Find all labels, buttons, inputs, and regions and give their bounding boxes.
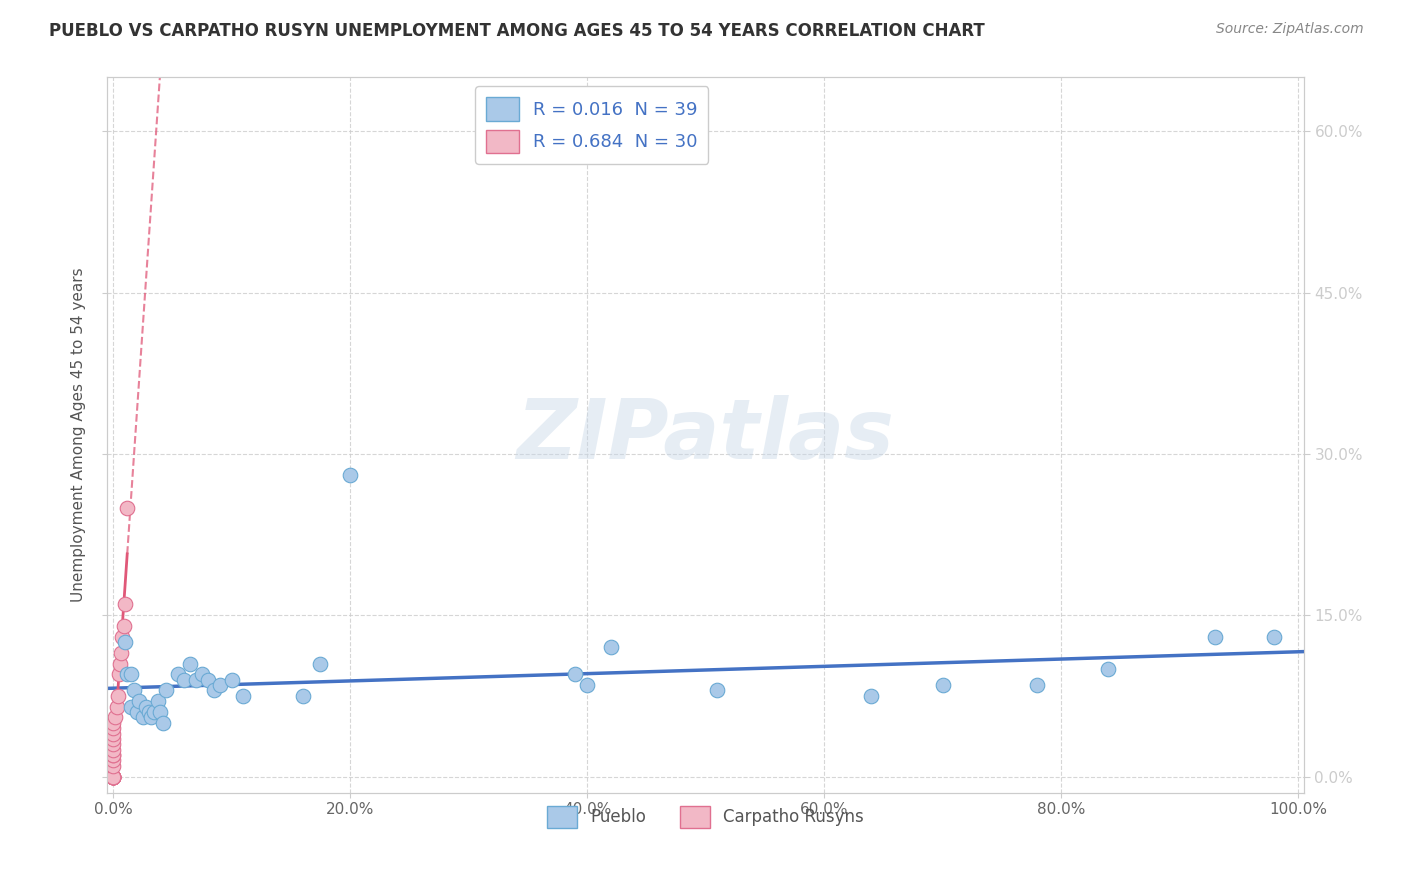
- Carpatho Rusyns: [114, 598, 136, 612]
- Pueblo: [860, 689, 883, 703]
- Pueblo: [173, 673, 195, 687]
- Carpatho Rusyns: [101, 770, 124, 784]
- Text: PUEBLO VS CARPATHO RUSYN UNEMPLOYMENT AMONG AGES 45 TO 54 YEARS CORRELATION CHAR: PUEBLO VS CARPATHO RUSYN UNEMPLOYMENT AM…: [49, 22, 986, 40]
- Carpatho Rusyns: [101, 770, 124, 784]
- Pueblo: [706, 683, 728, 698]
- Carpatho Rusyns: [107, 689, 129, 703]
- Carpatho Rusyns: [108, 657, 131, 671]
- Pueblo: [232, 689, 254, 703]
- Carpatho Rusyns: [101, 742, 124, 756]
- Carpatho Rusyns: [101, 770, 124, 784]
- Carpatho Rusyns: [101, 770, 124, 784]
- Pueblo: [152, 715, 174, 730]
- Pueblo: [115, 667, 138, 681]
- Pueblo: [179, 657, 201, 671]
- Pueblo: [197, 673, 219, 687]
- Pueblo: [128, 694, 150, 708]
- Y-axis label: Unemployment Among Ages 45 to 54 years: Unemployment Among Ages 45 to 54 years: [72, 268, 86, 602]
- Carpatho Rusyns: [101, 770, 124, 784]
- Pueblo: [1097, 662, 1119, 676]
- Pueblo: [124, 683, 146, 698]
- Legend: Pueblo, Carpatho Rusyns: Pueblo, Carpatho Rusyns: [540, 799, 870, 834]
- Pueblo: [202, 683, 225, 698]
- Carpatho Rusyns: [101, 758, 124, 772]
- Carpatho Rusyns: [115, 500, 138, 515]
- Pueblo: [143, 705, 166, 719]
- Carpatho Rusyns: [101, 737, 124, 751]
- Pueblo: [1263, 630, 1285, 644]
- Pueblo: [120, 667, 142, 681]
- Carpatho Rusyns: [101, 770, 124, 784]
- Pueblo: [138, 705, 160, 719]
- Pueblo: [191, 667, 214, 681]
- Pueblo: [339, 468, 361, 483]
- Carpatho Rusyns: [101, 726, 124, 740]
- Carpatho Rusyns: [108, 667, 131, 681]
- Carpatho Rusyns: [101, 770, 124, 784]
- Pueblo: [146, 694, 169, 708]
- Carpatho Rusyns: [101, 747, 124, 762]
- Pueblo: [155, 683, 177, 698]
- Carpatho Rusyns: [101, 753, 124, 767]
- Carpatho Rusyns: [101, 747, 124, 762]
- Pueblo: [564, 667, 586, 681]
- Pueblo: [135, 699, 157, 714]
- Pueblo: [120, 699, 142, 714]
- Pueblo: [599, 640, 621, 655]
- Carpatho Rusyns: [112, 619, 135, 633]
- Pueblo: [139, 710, 162, 724]
- Carpatho Rusyns: [101, 770, 124, 784]
- Pueblo: [1026, 678, 1049, 692]
- Carpatho Rusyns: [101, 715, 124, 730]
- Pueblo: [291, 689, 314, 703]
- Carpatho Rusyns: [101, 731, 124, 746]
- Pueblo: [149, 705, 172, 719]
- Pueblo: [931, 678, 953, 692]
- Text: Source: ZipAtlas.com: Source: ZipAtlas.com: [1216, 22, 1364, 37]
- Pueblo: [309, 657, 332, 671]
- Pueblo: [221, 673, 243, 687]
- Carpatho Rusyns: [105, 699, 128, 714]
- Pueblo: [1204, 630, 1226, 644]
- Pueblo: [131, 710, 153, 724]
- Carpatho Rusyns: [101, 770, 124, 784]
- Carpatho Rusyns: [111, 630, 134, 644]
- Pueblo: [114, 635, 136, 649]
- Pueblo: [208, 678, 231, 692]
- Carpatho Rusyns: [101, 721, 124, 735]
- Pueblo: [184, 673, 207, 687]
- Carpatho Rusyns: [101, 770, 124, 784]
- Pueblo: [125, 705, 148, 719]
- Carpatho Rusyns: [104, 710, 127, 724]
- Pueblo: [576, 678, 599, 692]
- Pueblo: [167, 667, 190, 681]
- Carpatho Rusyns: [110, 646, 132, 660]
- Text: ZIPatlas: ZIPatlas: [516, 394, 894, 475]
